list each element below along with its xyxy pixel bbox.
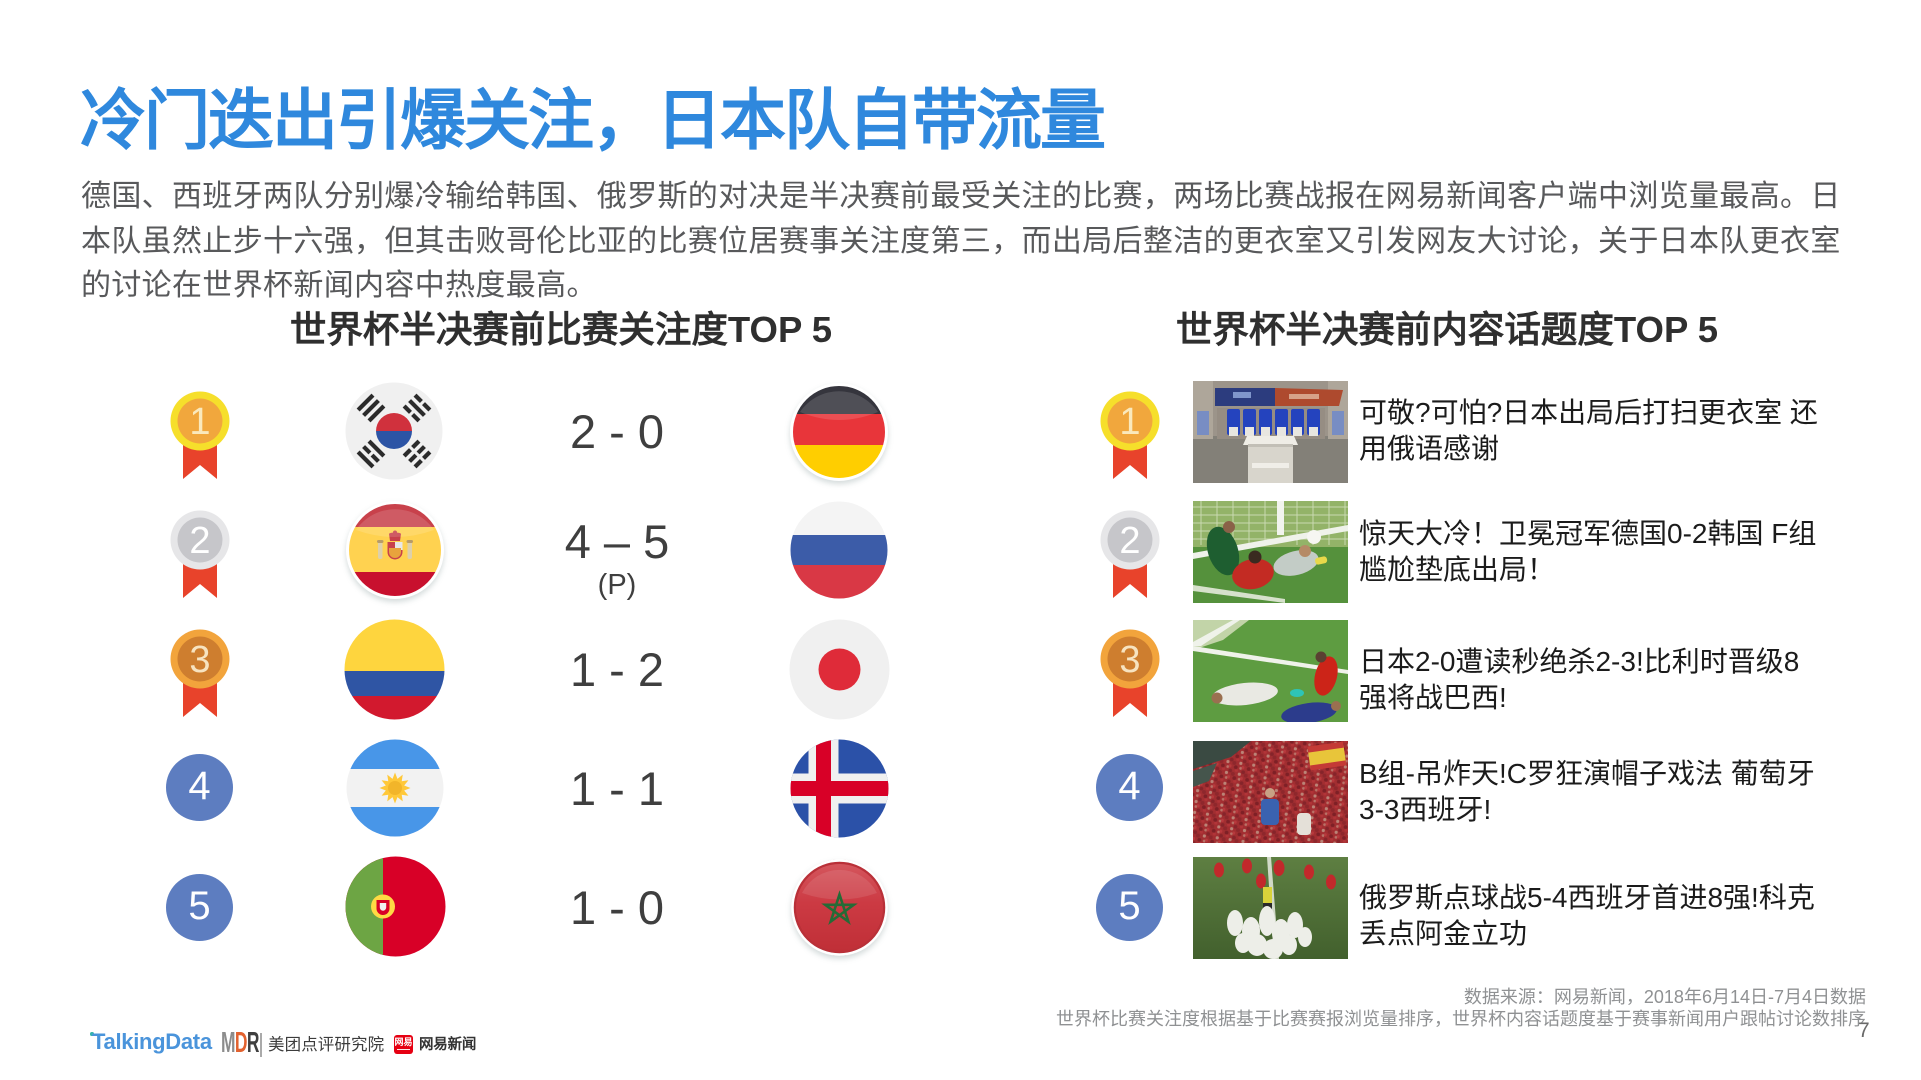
svg-text:2: 2	[1119, 520, 1140, 562]
svg-text:1: 1	[189, 401, 210, 443]
svg-text:3: 3	[1119, 639, 1140, 681]
svg-text:3: 3	[189, 639, 210, 681]
svg-text:1: 1	[1119, 401, 1140, 443]
svg-text:2: 2	[189, 520, 210, 562]
